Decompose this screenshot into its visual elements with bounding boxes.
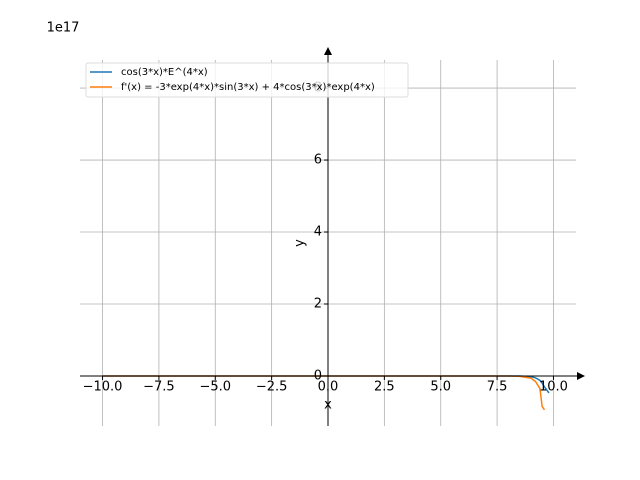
y-axis-arrow: [324, 47, 332, 55]
y-tick-label: 2: [314, 297, 322, 312]
legend-label: f'(x) = -3*exp(4*x)*sin(3*x) + 4*cos(3*x…: [121, 82, 375, 93]
offset-text: 1e17: [47, 21, 80, 36]
x-tick-label: 2.5: [374, 379, 395, 394]
x-tick-label: 10.0: [539, 379, 568, 394]
x-tick-label: −10.0: [83, 379, 123, 394]
y-tick-label: 6: [314, 153, 322, 168]
x-axis-label: x: [324, 398, 332, 413]
legend-label: cos(3*x)*E^(4*x): [121, 67, 208, 78]
y-tick-label: 4: [314, 225, 322, 240]
legend-box: [85, 62, 409, 98]
x-tick-label: −2.5: [256, 379, 288, 394]
x-tick-label: 7.5: [487, 379, 508, 394]
x-tick-label: −7.5: [143, 379, 175, 394]
x-tick-label: 5.0: [430, 379, 451, 394]
x-tick-label: −5.0: [199, 379, 231, 394]
x-axis-arrow: [577, 371, 585, 380]
y-axis-label: y: [293, 239, 308, 247]
